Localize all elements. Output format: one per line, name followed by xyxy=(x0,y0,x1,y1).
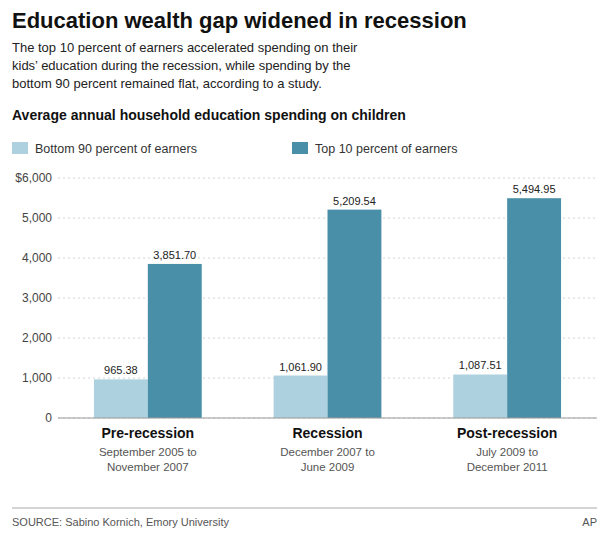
y-tick-label: 2,000 xyxy=(22,331,52,345)
category-label: Recession xyxy=(292,425,362,441)
chart-label: Average annual household education spend… xyxy=(12,107,406,123)
legend-label: Bottom 90 percent of earners xyxy=(35,142,197,156)
bar xyxy=(148,264,202,418)
bar xyxy=(328,210,382,418)
legend-swatch xyxy=(12,142,28,154)
x-axis: Pre-recession September 2005 to November 2… xyxy=(99,425,557,473)
category-sublabel: July 2009 to xyxy=(476,446,538,458)
separator xyxy=(12,508,597,509)
bar xyxy=(274,376,328,418)
y-tick-label: 0 xyxy=(45,411,52,425)
category-sublabel: September 2005 to xyxy=(99,446,197,458)
bars xyxy=(94,198,561,418)
background xyxy=(0,0,609,549)
subtitle: kids’ education during the recession, wh… xyxy=(12,58,350,73)
grid-line xyxy=(58,178,597,179)
data-label: 5,209.54 xyxy=(333,195,376,207)
bar xyxy=(94,379,148,418)
bar xyxy=(507,198,561,418)
y-tick-label: 5,000 xyxy=(22,211,52,225)
x-axis-line xyxy=(58,418,597,419)
data-label: 1,061.90 xyxy=(279,361,322,373)
y-tick-label: 1,000 xyxy=(22,371,52,385)
y-tick-label: $6,000 xyxy=(15,171,52,185)
data-label: 3,851.70 xyxy=(153,249,196,261)
legend-swatch xyxy=(292,142,308,154)
data-label: 5,494.95 xyxy=(513,183,556,195)
y-axis: 0 1,000 2,000 3,000 4,000 5,000 $6,000 xyxy=(15,171,597,425)
subtitle: bottom 90 percent remained flat, accordi… xyxy=(12,76,322,91)
category-sublabel: December 2011 xyxy=(467,461,548,473)
y-tick-label: 4,000 xyxy=(22,251,52,265)
bar xyxy=(453,374,507,418)
category-label: Post-recession xyxy=(457,425,557,441)
category-sublabel: December 2007 to xyxy=(280,446,375,458)
source: SOURCE: Sabino Kornich, Emory University xyxy=(12,516,230,528)
data-label: 965.38 xyxy=(104,364,138,376)
subtitle: The top 10 percent of earners accelerate… xyxy=(12,40,358,55)
data-label: 1,087.51 xyxy=(459,359,502,371)
category-label: Pre-recession xyxy=(102,425,195,441)
data-labels: 965.38 1,061.90 1,087.51 3,851.70 5,209.54 5,… xyxy=(104,183,555,376)
legend-label: Top 10 percent of earners xyxy=(315,142,457,156)
attribution: AP xyxy=(582,516,597,528)
category-sublabel: November 2007 xyxy=(107,461,189,473)
title: Education wealth gap widened in recessio… xyxy=(12,8,467,33)
grid-line xyxy=(58,418,597,419)
y-tick-label: 3,000 xyxy=(22,291,52,305)
category-sublabel: June 2009 xyxy=(301,461,355,473)
